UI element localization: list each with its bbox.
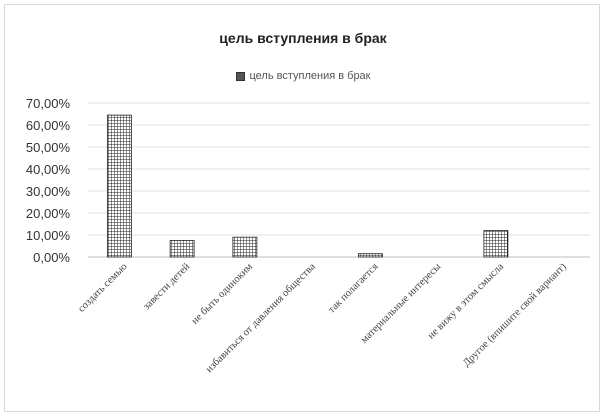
y-tick-label: 40,00%	[26, 162, 71, 177]
x-tick-label: не быть одиноким	[190, 261, 256, 327]
y-tick-label: 70,00%	[26, 96, 71, 111]
y-tick-label: 20,00%	[26, 206, 71, 221]
legend-label: цель вступления в брак	[249, 70, 371, 82]
chart-frame	[4, 4, 600, 412]
chart-legend: цель вступления в брак	[0, 70, 606, 82]
y-tick-label: 30,00%	[26, 184, 71, 199]
legend-swatch	[235, 71, 245, 81]
x-tick-label: Другое (впишите свой вариант)	[461, 261, 569, 369]
bar	[169, 240, 195, 258]
y-axis: 0,00% 10,00% 20,00% 30,00% 40,00% 50,00% 60,00…	[26, 96, 71, 265]
bar	[357, 253, 383, 258]
y-tick-label: 10,00%	[26, 228, 71, 243]
x-tick-label: избавиться от давления общества	[204, 261, 318, 375]
bar	[106, 114, 132, 258]
x-tick-label: создать семью	[76, 261, 129, 314]
chart-title: цель вступления в брак	[219, 30, 387, 46]
x-tick-label: так полагается	[326, 261, 380, 315]
grid-layer	[88, 102, 590, 258]
y-tick-label: 50,00%	[26, 140, 71, 155]
bar	[232, 236, 258, 258]
bar-layer	[106, 114, 509, 258]
y-tick-label: 60,00%	[26, 118, 71, 133]
bar	[483, 230, 509, 258]
y-tick-label: 0,00%	[33, 250, 70, 265]
x-tick-label: завести детей	[141, 261, 192, 312]
